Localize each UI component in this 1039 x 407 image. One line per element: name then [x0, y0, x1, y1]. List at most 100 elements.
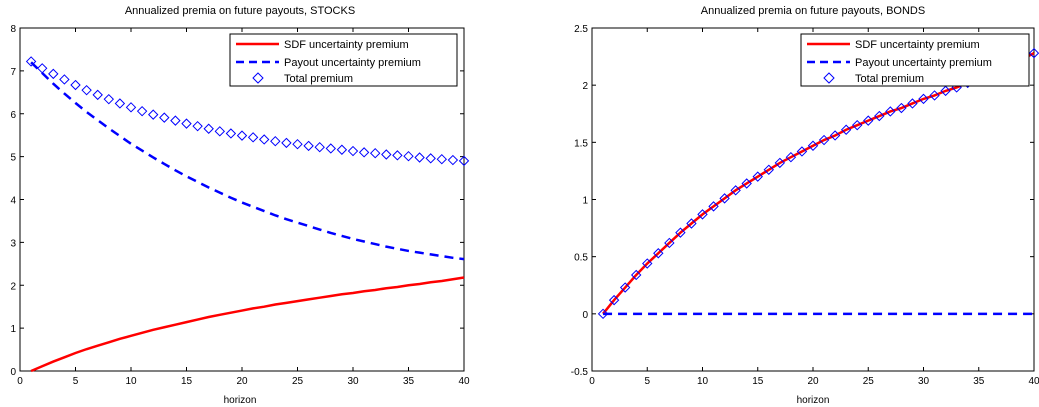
total-premium-marker [918, 93, 929, 105]
y-tick-label: 7 [10, 67, 16, 78]
legend-box [800, 33, 1030, 87]
total-premium-marker [92, 89, 103, 101]
total-premium-marker [414, 152, 425, 163]
y-tick-label: 0 [10, 367, 16, 378]
total-premium-marker [774, 157, 786, 169]
total-premium-marker [940, 85, 951, 97]
total-premium-marker [192, 120, 203, 132]
total-premium-marker [630, 269, 642, 281]
y-tick-label: 2 [582, 81, 588, 92]
total-premium-marker [292, 138, 303, 150]
y-tick-label: 1 [10, 324, 16, 335]
total-premium-marker [425, 153, 436, 164]
total-premium-marker [181, 118, 192, 129]
total-premium-marker [874, 110, 885, 122]
legend: SDF uncertainty premium Payout uncertain… [800, 33, 1030, 87]
stocks-chart: Annualized premia on future payouts, STO… [10, 5, 470, 406]
total-premium-marker [730, 185, 741, 196]
y-tick-label: -0.5 [571, 367, 589, 378]
total-premium-marker [608, 294, 620, 306]
total-premium-marker [236, 130, 248, 141]
total-premium-marker [170, 115, 181, 126]
total-premium-marker [697, 209, 708, 220]
total-premium-marker [929, 90, 940, 101]
x-tick-label: 0 [589, 376, 595, 387]
total-premium-marker [619, 282, 631, 293]
total-premium-marker [336, 144, 348, 155]
total-premium-marker [159, 112, 170, 123]
total-premium-marker [829, 130, 841, 141]
y-tick-label: 1.5 [574, 138, 588, 149]
x-tick-label: 10 [697, 376, 709, 387]
total-premium-marker [36, 63, 48, 74]
total-premium-marker [458, 155, 470, 167]
total-premium-marker [347, 145, 359, 157]
chart-title: Annualized premia on future payouts, STO… [125, 5, 355, 17]
x-axis-label: horizon [224, 395, 257, 406]
x-tick-label: 15 [752, 376, 764, 387]
total-premium-marker [653, 248, 664, 259]
total-premium-marker [675, 227, 686, 238]
x-tick-label: 35 [403, 376, 415, 387]
legend-label-sdf: SDF uncertainty premium [284, 39, 409, 51]
total-premium-marker [907, 98, 918, 109]
x-tick-label: 5 [73, 376, 79, 387]
total-premium-marker [664, 237, 675, 249]
x-tick-label: 30 [347, 376, 359, 387]
total-premium-marker [896, 102, 907, 114]
total-premium-marker [719, 193, 730, 204]
y-tick-label: 8 [10, 24, 16, 35]
sdf-premium-line [30, 276, 465, 373]
total-premium-marker [741, 178, 752, 189]
legend-label-total: Total premium [855, 73, 924, 85]
total-premium-marker [114, 98, 126, 109]
legend-label-total: Total premium [284, 73, 353, 85]
total-premium-marker [147, 109, 159, 120]
total-premium-marker [851, 119, 863, 131]
total-premium-marker [136, 105, 148, 117]
x-tick-label: 15 [181, 376, 193, 387]
total-premium-marker [103, 93, 115, 105]
y-tick-label: 6 [10, 110, 16, 121]
total-premium-marker [840, 124, 852, 135]
plot-area: 0 5 10 15 20 25 30 35 40 0 1 2 3 4 5 6 7 8 [10, 24, 470, 387]
total-premium-marker [1028, 47, 1039, 59]
total-premium-marker [325, 143, 337, 154]
chart-title: Annualized premia on future payouts, BON… [701, 5, 925, 17]
total-premium-marker [436, 153, 448, 165]
total-premium-marker [708, 201, 719, 212]
y-tick-label: 2.5 [574, 24, 588, 35]
x-tick-label: 25 [292, 376, 304, 387]
total-premium-marker [25, 56, 37, 67]
total-premium-marker [642, 258, 653, 269]
bonds-chart: Annualized premia on future payouts, BON… [571, 5, 1039, 406]
y-tick-label: 2 [10, 281, 16, 292]
y-tick-label: 0 [582, 310, 588, 321]
total-premium-marker [225, 128, 237, 139]
legend-marker-total [252, 72, 264, 84]
total-premium-marker [863, 115, 874, 126]
total-premium-marker [597, 308, 609, 320]
total-premium-marker [258, 134, 270, 145]
y-tick-label: 3 [10, 238, 16, 249]
x-axis-label: horizon [797, 395, 830, 406]
total-premium-marker [785, 151, 797, 163]
total-premium-marker [403, 150, 414, 162]
total-premium-marker [70, 79, 81, 91]
x-tick-label: 10 [125, 376, 137, 387]
x-tick-label: 30 [918, 376, 930, 387]
total-premium-marker [885, 106, 896, 117]
sdf-premium-line [602, 52, 1035, 315]
total-premium-marker [381, 149, 392, 160]
legend-label-payout: Payout uncertainty premium [855, 57, 992, 69]
x-tick-label: 20 [236, 376, 248, 387]
total-premium-marker [281, 137, 292, 149]
y-tick-label: 0.5 [574, 253, 588, 264]
total-premium-marker [796, 146, 808, 157]
legend-label-payout: Payout uncertainty premium [284, 57, 421, 69]
payout-premium-line [30, 61, 465, 261]
total-premium-marker [59, 74, 70, 85]
total-premium-marker [203, 123, 214, 134]
x-tick-label: 25 [863, 376, 875, 387]
